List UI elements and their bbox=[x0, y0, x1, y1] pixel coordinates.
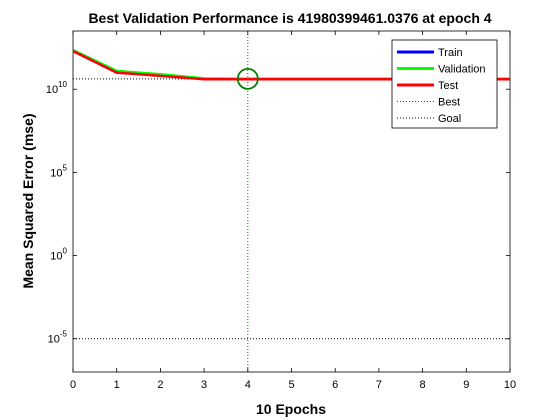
legend: Train Validation Test Best Goal bbox=[391, 39, 498, 129]
x-tick-label: 7 bbox=[376, 379, 382, 391]
x-tick-label: 0 bbox=[70, 379, 76, 391]
x-tick-label: 10 bbox=[504, 379, 516, 391]
x-axis: 0 1 2 3 4 5 6 7 8 9 10 bbox=[70, 31, 516, 391]
reference-lines bbox=[73, 31, 510, 372]
y-tick-label: 1010 bbox=[46, 80, 68, 96]
x-tick-label: 2 bbox=[157, 379, 163, 391]
legend-label-test: Test bbox=[438, 80, 458, 92]
best-marker-group bbox=[236, 67, 259, 90]
x-tick-label: 1 bbox=[114, 379, 120, 391]
x-tick-label: 5 bbox=[288, 379, 294, 391]
x-axis-label: 10 Epochs bbox=[256, 401, 326, 417]
y-tick-label: 10-5 bbox=[48, 330, 68, 346]
y-axis-label: Mean Squared Error (mse) bbox=[20, 113, 36, 288]
legend-label-best: Best bbox=[438, 97, 460, 109]
y-axis: 10-5 100 105 1010 bbox=[46, 80, 510, 346]
legend-label-train: Train bbox=[438, 47, 463, 59]
legend-label-goal: Goal bbox=[438, 113, 461, 125]
x-tick-label: 8 bbox=[420, 379, 426, 391]
y-tick-label: 105 bbox=[50, 163, 67, 179]
chart-title: Best Validation Performance is 419803994… bbox=[88, 10, 491, 26]
best-marker-circle bbox=[236, 67, 259, 90]
legend-label-validation: Validation bbox=[438, 64, 486, 76]
y-tick-label: 100 bbox=[50, 247, 67, 263]
x-tick-label: 3 bbox=[201, 379, 207, 391]
x-tick-label: 6 bbox=[332, 379, 338, 391]
x-tick-label: 9 bbox=[463, 379, 469, 391]
x-tick-label: 4 bbox=[245, 379, 251, 391]
